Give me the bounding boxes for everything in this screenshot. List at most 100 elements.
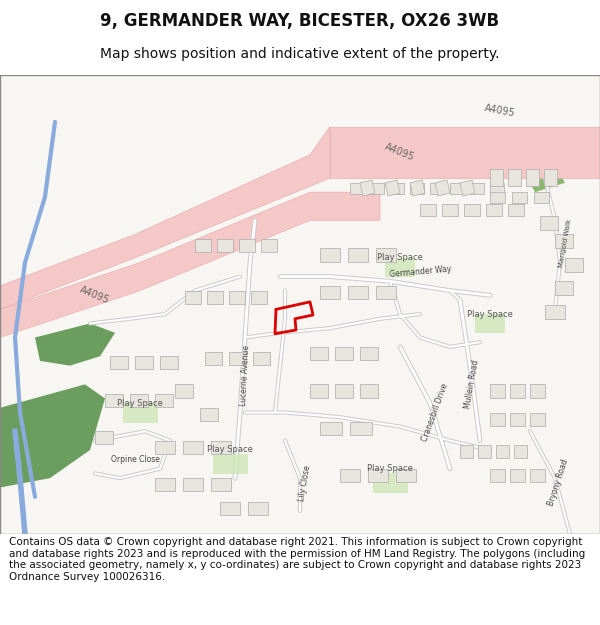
FancyBboxPatch shape: [370, 182, 384, 194]
Text: Play Space: Play Space: [367, 464, 413, 473]
FancyBboxPatch shape: [217, 239, 233, 252]
FancyBboxPatch shape: [530, 469, 545, 482]
FancyBboxPatch shape: [183, 441, 203, 454]
FancyBboxPatch shape: [155, 394, 173, 407]
FancyBboxPatch shape: [229, 351, 246, 364]
FancyBboxPatch shape: [486, 204, 502, 216]
FancyBboxPatch shape: [544, 169, 557, 186]
FancyBboxPatch shape: [360, 347, 378, 360]
FancyBboxPatch shape: [530, 412, 545, 426]
Text: Mullein Road: Mullein Road: [463, 359, 481, 409]
Polygon shape: [410, 180, 425, 196]
Polygon shape: [0, 126, 330, 309]
FancyBboxPatch shape: [376, 248, 396, 261]
FancyBboxPatch shape: [420, 204, 436, 216]
FancyBboxPatch shape: [530, 384, 545, 398]
FancyBboxPatch shape: [470, 182, 484, 194]
FancyBboxPatch shape: [490, 412, 505, 426]
FancyBboxPatch shape: [335, 347, 353, 360]
FancyBboxPatch shape: [510, 469, 525, 482]
FancyBboxPatch shape: [555, 281, 573, 295]
Bar: [213, 454, 248, 474]
FancyBboxPatch shape: [514, 445, 527, 459]
FancyBboxPatch shape: [350, 422, 372, 435]
FancyBboxPatch shape: [185, 291, 201, 304]
FancyBboxPatch shape: [105, 394, 123, 407]
FancyBboxPatch shape: [410, 182, 424, 194]
FancyBboxPatch shape: [95, 431, 113, 444]
FancyBboxPatch shape: [253, 351, 270, 364]
FancyBboxPatch shape: [261, 239, 277, 252]
FancyBboxPatch shape: [229, 291, 245, 304]
Polygon shape: [35, 324, 115, 366]
FancyBboxPatch shape: [490, 192, 505, 203]
FancyBboxPatch shape: [512, 192, 527, 203]
FancyBboxPatch shape: [510, 384, 525, 398]
Text: Play Space: Play Space: [117, 399, 163, 408]
FancyBboxPatch shape: [464, 204, 480, 216]
FancyBboxPatch shape: [220, 501, 240, 515]
FancyBboxPatch shape: [207, 291, 223, 304]
FancyBboxPatch shape: [496, 445, 509, 459]
FancyBboxPatch shape: [320, 422, 342, 435]
FancyBboxPatch shape: [526, 169, 539, 186]
FancyBboxPatch shape: [360, 384, 378, 398]
Text: Contains OS data © Crown copyright and database right 2021. This information is : Contains OS data © Crown copyright and d…: [9, 537, 585, 582]
Bar: [475, 314, 505, 332]
FancyBboxPatch shape: [183, 478, 203, 491]
FancyBboxPatch shape: [348, 248, 368, 261]
FancyBboxPatch shape: [555, 234, 573, 248]
FancyBboxPatch shape: [155, 478, 175, 491]
Text: Play Space: Play Space: [207, 446, 253, 454]
FancyBboxPatch shape: [211, 478, 231, 491]
Text: Germander Way: Germander Way: [389, 265, 451, 279]
FancyBboxPatch shape: [350, 182, 364, 194]
FancyBboxPatch shape: [200, 408, 218, 421]
FancyBboxPatch shape: [155, 441, 175, 454]
FancyBboxPatch shape: [396, 469, 416, 482]
Bar: [385, 258, 415, 276]
FancyBboxPatch shape: [508, 204, 524, 216]
FancyBboxPatch shape: [135, 356, 153, 369]
Polygon shape: [360, 180, 375, 196]
FancyBboxPatch shape: [508, 169, 521, 186]
FancyBboxPatch shape: [310, 384, 328, 398]
Polygon shape: [460, 180, 475, 196]
FancyBboxPatch shape: [175, 384, 193, 398]
Polygon shape: [385, 180, 400, 196]
Polygon shape: [435, 180, 450, 196]
FancyBboxPatch shape: [430, 182, 444, 194]
FancyBboxPatch shape: [490, 169, 503, 186]
FancyBboxPatch shape: [510, 412, 525, 426]
FancyBboxPatch shape: [205, 351, 222, 364]
FancyBboxPatch shape: [130, 394, 148, 407]
Text: Lily Close: Lily Close: [298, 464, 313, 501]
Polygon shape: [0, 192, 380, 338]
Text: Marigold Walk: Marigold Walk: [558, 219, 572, 269]
FancyBboxPatch shape: [490, 384, 505, 398]
FancyBboxPatch shape: [340, 469, 360, 482]
FancyBboxPatch shape: [335, 384, 353, 398]
Bar: [123, 402, 158, 422]
Polygon shape: [525, 164, 565, 192]
Text: 9, GERMANDER WAY, BICESTER, OX26 3WB: 9, GERMANDER WAY, BICESTER, OX26 3WB: [100, 12, 500, 30]
FancyBboxPatch shape: [534, 192, 549, 203]
Text: Cranesbill Drive: Cranesbill Drive: [420, 382, 450, 443]
Polygon shape: [330, 126, 600, 178]
FancyBboxPatch shape: [160, 356, 178, 369]
Text: Bryony Road: Bryony Road: [546, 458, 570, 508]
FancyBboxPatch shape: [450, 182, 464, 194]
Text: Play Space: Play Space: [467, 309, 513, 319]
FancyBboxPatch shape: [348, 286, 368, 299]
Bar: [373, 472, 408, 493]
Text: Play Space: Play Space: [377, 253, 423, 262]
Polygon shape: [0, 384, 105, 488]
FancyBboxPatch shape: [239, 239, 255, 252]
FancyBboxPatch shape: [320, 248, 340, 261]
FancyBboxPatch shape: [320, 286, 340, 299]
Text: A4095: A4095: [484, 103, 516, 118]
FancyBboxPatch shape: [110, 356, 128, 369]
FancyBboxPatch shape: [565, 258, 583, 272]
Text: Orpine Close: Orpine Close: [110, 455, 160, 464]
FancyBboxPatch shape: [545, 304, 565, 319]
